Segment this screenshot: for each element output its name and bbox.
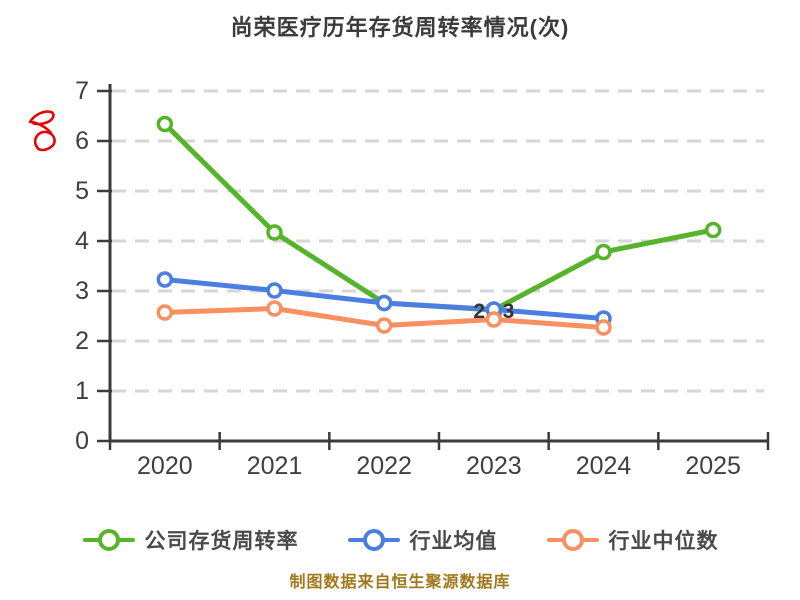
legend: 公司存货周转率 行业均值 行业中位数 [0, 519, 800, 561]
legend-item-company-turnover: 公司存货周转率 [82, 525, 299, 555]
svg-text:6: 6 [75, 127, 89, 155]
svg-text:2: 2 [75, 327, 89, 355]
legend-line-marker-icon [546, 529, 599, 551]
chart-title: 尚荣医疗历年存货周转率情况(次) [230, 15, 570, 40]
svg-text:3: 3 [75, 277, 89, 305]
legend-item-industry-median: 行业中位数 [546, 525, 719, 555]
svg-text:2021: 2021 [247, 452, 303, 480]
svg-text:5: 5 [75, 177, 89, 205]
legend-label: 公司存货周转率 [144, 530, 299, 553]
svg-text:2025: 2025 [685, 452, 741, 480]
svg-text:0: 0 [75, 427, 89, 455]
legend-label: 行业均值 [409, 530, 498, 553]
svg-text:7: 7 [75, 77, 89, 105]
svg-text:2022: 2022 [356, 452, 412, 480]
svg-text:2020: 2020 [137, 452, 193, 480]
legend-label: 行业中位数 [608, 530, 719, 553]
y-axis-unit-scribble-icon [28, 110, 56, 152]
svg-text:2024: 2024 [576, 452, 632, 480]
legend-line-marker-icon [347, 529, 400, 551]
svg-text:1: 1 [75, 377, 89, 405]
legend-item-industry-average: 行业均值 [347, 525, 498, 555]
svg-text:2023: 2023 [466, 452, 522, 480]
legend-line-marker-icon [82, 529, 135, 551]
svg-text:4: 4 [75, 227, 89, 255]
source-caption: 制图数据来自恒生聚源数据库 [289, 574, 511, 591]
